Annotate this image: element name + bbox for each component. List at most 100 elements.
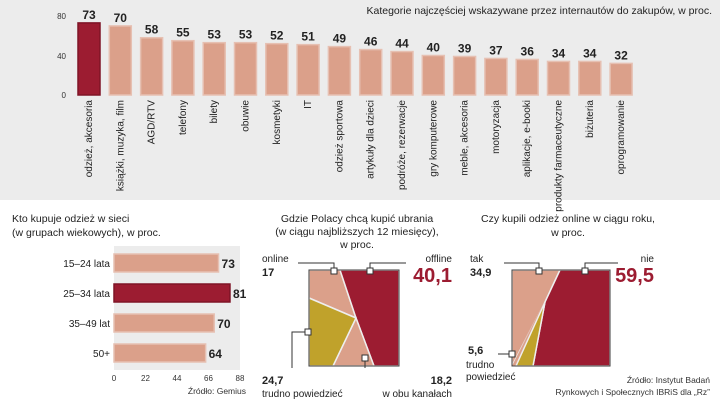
category-label: odzież, akcesoria: [84, 100, 95, 178]
bar: [578, 60, 602, 96]
bar: [546, 60, 571, 96]
category-label: artykuły dla dzieci: [366, 100, 377, 179]
age-category-label: 35–49 lat: [69, 319, 110, 330]
pie2-value-no: 59,5: [615, 265, 654, 287]
y-tick-label: 40: [57, 52, 66, 61]
bar: [202, 41, 226, 96]
bar: [452, 55, 477, 96]
top-chart-title: Kategorie najczęściej wskazywane przez i…: [366, 5, 712, 17]
pie1-value-online: 17: [262, 267, 274, 279]
age-chart-source: Źródło: Gemius: [188, 386, 246, 396]
bar-value-label: 36: [521, 44, 535, 58]
bar: [390, 50, 414, 96]
age-category-label: 25–34 lata: [63, 289, 110, 300]
bar-value-label: 53: [239, 28, 253, 42]
age-bar-value-label: 64: [209, 347, 223, 361]
category-label: gry komputerowe: [428, 100, 439, 177]
x-tick-label: 88: [236, 374, 245, 383]
pie2-label-no: nie: [641, 254, 655, 265]
pie1-label-online: online: [262, 254, 289, 265]
pie1-title-line: (w ciągu najbliższych 12 miesięcy),: [275, 226, 438, 238]
pie2-title-line: Czy kupili odzież online w ciągu roku,: [481, 213, 655, 225]
category-label: obuwie: [241, 100, 252, 132]
pie1-title-line: Gdzie Polacy chcą kupić ubrania: [281, 213, 433, 225]
x-tick-label: 22: [141, 374, 150, 383]
x-tick-label: 66: [204, 374, 213, 383]
pie2-leaders: [498, 262, 618, 358]
category-label: IT: [303, 100, 314, 109]
bar-value-label: 53: [208, 28, 222, 42]
category-label: aplikacje, e-booki: [522, 100, 533, 177]
bar: [171, 39, 195, 96]
pie2-source-line: Rynkowych i Społecznych IBRiS dla „Rz”: [556, 387, 711, 397]
bar-value-label: 52: [270, 29, 284, 43]
bar-value-label: 55: [176, 26, 190, 40]
bar-value-label: 73: [82, 8, 96, 22]
pie2-value-dont-know: 5,6: [468, 345, 483, 357]
age-chart-x-axis: 0 22 44 66 88: [112, 374, 245, 383]
bar: [327, 45, 352, 96]
age-bar-value-label: 70: [217, 317, 231, 331]
bar-value-label: 37: [489, 43, 503, 57]
pie1-label-both: w obu kanałach: [382, 389, 453, 400]
pie1-leaders: [291, 262, 406, 368]
y-tick-label: 80: [57, 12, 66, 21]
pie2-slice-yes-lower: [512, 302, 545, 366]
bar: [421, 54, 446, 96]
age-bar-value-label: 81: [233, 287, 247, 301]
bar: [484, 57, 508, 96]
category-label: motoryzacja: [491, 100, 502, 154]
bar-value-label: 51: [301, 30, 315, 44]
bar: [358, 48, 383, 96]
category-label: oprogramowanie: [616, 100, 627, 175]
top-chart-y-axis: 0 40 80: [57, 12, 66, 100]
category-label: biżuteria: [585, 100, 596, 138]
bar: [609, 62, 633, 96]
age-bar-value-label: 73: [222, 257, 236, 271]
age-category-label: 15–24 lata: [63, 259, 110, 270]
pie1-value-offline: 40,1: [413, 265, 452, 287]
bar-value-label: 46: [364, 35, 378, 49]
pie2-source-line: Źródło: Instytut Badań: [627, 375, 710, 385]
bar-value-label: 44: [395, 37, 409, 51]
bar: [233, 41, 258, 96]
pie1-value-dont-know: 24,7: [262, 375, 283, 387]
pie1-title-line: w proc.: [339, 239, 374, 251]
age-chart-title-line: (w grupach wiekowych), w proc.: [12, 227, 161, 239]
y-tick-label: 0: [62, 91, 67, 100]
category-label: meble, akcesoria: [460, 100, 471, 176]
category-label: produkty farmaceutyczne: [554, 100, 565, 212]
pie1-label-dont-know: trudno powiedzieć: [262, 389, 343, 400]
age-bar: [113, 343, 207, 363]
pie1-value-both: 18,2: [431, 375, 452, 387]
pie2-label-yes: tak: [470, 254, 484, 265]
category-label: książki, muzyka, film: [115, 100, 126, 191]
category-label: odzież sportowa: [334, 100, 345, 173]
age-chart-bars: 73 15–24 lata 81 25–34 lata 70 35–49 lat 64 50+: [63, 253, 247, 363]
bar-value-label: 39: [458, 41, 472, 55]
category-label: podróże, rezerwacje: [397, 100, 408, 190]
pie2-title-line: w proc.: [550, 227, 585, 239]
bar: [265, 42, 289, 96]
category-label: bilety: [209, 100, 220, 123]
bar: [515, 58, 539, 96]
age-bar: [113, 253, 220, 273]
pie2-border: [511, 269, 611, 367]
bar: [77, 22, 101, 96]
pie1-label-offline: offline: [425, 254, 452, 265]
pie1-border: [308, 269, 400, 367]
x-tick-label: 44: [173, 374, 182, 383]
pie2-value-yes: 34,9: [470, 267, 491, 279]
bar-value-label: 32: [614, 48, 628, 62]
pie2-label-dont-know-line: trudno: [466, 360, 495, 371]
bar-value-label: 34: [583, 46, 597, 60]
bar: [296, 43, 320, 96]
bar-value-label: 58: [145, 23, 159, 37]
pie2-label-dont-know-line: powiedzieć: [466, 372, 515, 383]
category-label: telefony: [178, 100, 189, 135]
bar-value-label: 70: [114, 11, 128, 25]
age-chart-title-line: Kto kupuje odzież w sieci: [12, 213, 129, 225]
bar-value-label: 40: [427, 41, 441, 55]
top-chart-panel: [0, 0, 720, 200]
